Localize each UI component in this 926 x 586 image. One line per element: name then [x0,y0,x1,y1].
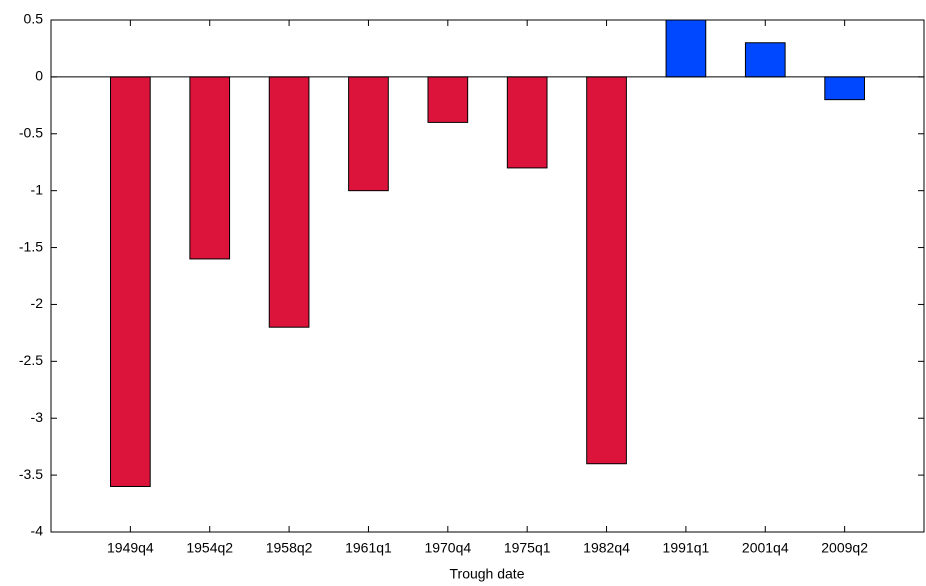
bar [824,76,865,101]
y-tick-label: -4 [31,523,44,539]
bar [189,76,231,260]
bar [348,76,389,192]
x-tick-label: 1982q4 [583,540,630,556]
y-tick-label: -2 [31,295,44,311]
y-tick-label: -1.5 [19,238,43,254]
x-tick-label: 1961q1 [345,540,392,556]
plot-area [51,20,924,532]
x-tick-label: 1970q4 [424,540,471,556]
x-tick-label: 1991q1 [663,540,710,556]
x-tick-label: 1949q4 [107,540,154,556]
plot-frame [50,19,925,533]
x-tick-label: 2001q4 [742,540,789,556]
y-tick-label: 0 [35,68,43,84]
x-tick-label: 1975q1 [504,540,551,556]
bar [268,76,310,328]
x-tick-label: 1954q2 [186,540,233,556]
y-tick-label: -2.5 [19,352,43,368]
x-axis-label: Trough date [450,566,525,582]
y-tick-label: 0.5 [24,11,44,27]
bar [744,42,786,78]
x-tick-label: 1958q2 [266,540,313,556]
bar [586,76,627,465]
x-tick-label: 2009q2 [821,540,868,556]
y-tick-label: -1 [31,181,44,197]
y-tick-label: -0.5 [19,124,43,140]
bar [427,76,469,123]
bar [665,19,707,78]
bar [506,76,548,169]
y-tick-label: -3 [31,409,44,425]
y-tick-label: -3.5 [19,466,43,482]
bar [110,76,151,487]
